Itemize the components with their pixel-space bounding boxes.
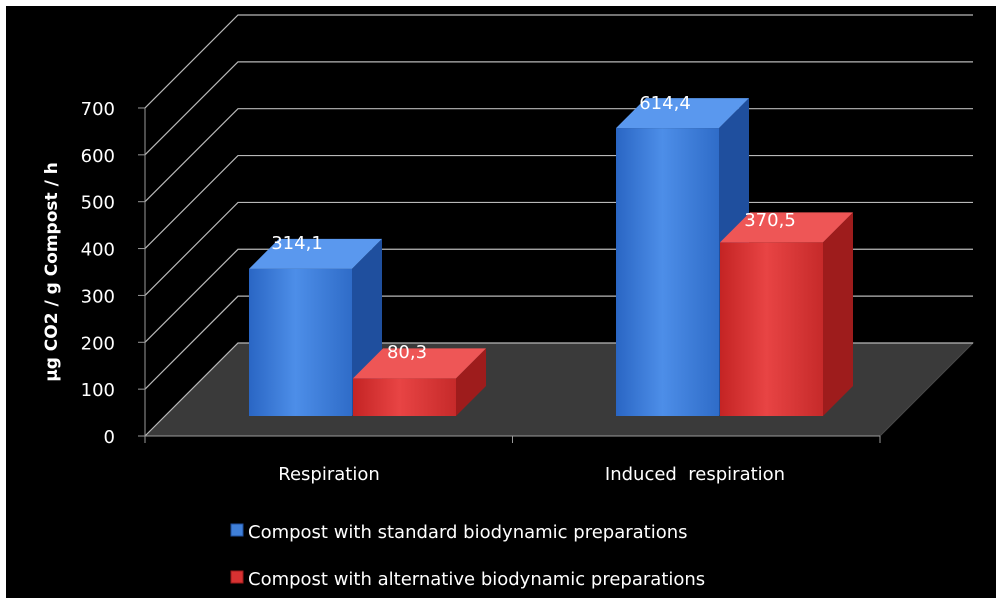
y-tick-label: 500 xyxy=(81,193,115,214)
data-label: 614,4 xyxy=(639,93,691,114)
bar-top xyxy=(249,238,382,269)
bar-alternative xyxy=(720,212,853,416)
y-tick-label: 700 xyxy=(81,99,115,120)
bar-side xyxy=(456,348,486,416)
legend-label: Compost with standard biodynamic prepara… xyxy=(248,522,688,543)
bar-alternative xyxy=(353,348,486,416)
data-label: 314,1 xyxy=(271,233,323,254)
y-tick-label: 0 xyxy=(104,427,115,448)
y-tick-label: 200 xyxy=(81,333,115,354)
data-label: 80,3 xyxy=(387,342,427,363)
y-tick-label: 100 xyxy=(81,380,115,401)
y-axis-title: µg CO2 / g Compost / h xyxy=(42,162,62,382)
y-tick-label: 600 xyxy=(81,146,115,167)
bar-front xyxy=(720,242,823,416)
data-label: 370,5 xyxy=(744,210,796,231)
gridline xyxy=(144,61,973,156)
bar-front xyxy=(249,268,352,416)
y-tick-label: 300 xyxy=(81,286,115,307)
y-tick-label: 400 xyxy=(81,240,115,261)
legend-swatch xyxy=(230,523,244,537)
bar-top xyxy=(720,212,853,243)
bar-top xyxy=(353,348,486,379)
bar-front xyxy=(616,128,719,416)
legend-entry: Compost with alternative biodynamic prep… xyxy=(230,569,705,590)
x-category-label: Respiration xyxy=(278,464,380,485)
bar-front xyxy=(353,378,456,416)
legend-label: Compost with alternative biodynamic prep… xyxy=(248,569,705,590)
bar-side xyxy=(823,212,853,416)
x-category-label: Induced respiration xyxy=(605,464,785,485)
bar-standard xyxy=(249,238,382,416)
legend-swatch xyxy=(230,570,244,584)
gridline xyxy=(144,14,973,109)
legend-entry: Compost with standard biodynamic prepara… xyxy=(230,522,688,543)
bar-standard xyxy=(616,98,749,416)
bar-top xyxy=(616,98,749,129)
